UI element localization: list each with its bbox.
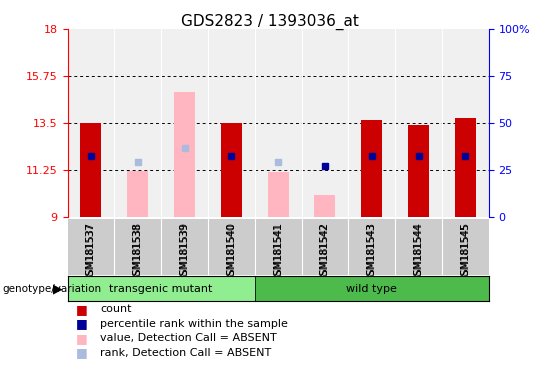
Text: GSM181541: GSM181541 bbox=[273, 222, 283, 281]
Text: percentile rank within the sample: percentile rank within the sample bbox=[100, 319, 288, 329]
Bar bbox=[68, 276, 255, 301]
Text: GSM181539: GSM181539 bbox=[179, 223, 190, 282]
Bar bbox=[268, 172, 288, 217]
Text: GSM181545: GSM181545 bbox=[460, 223, 470, 283]
Bar bbox=[361, 120, 382, 217]
Text: GSM181544: GSM181544 bbox=[414, 223, 423, 282]
Bar bbox=[127, 171, 148, 217]
Text: GSM181545: GSM181545 bbox=[460, 222, 470, 281]
Text: GDS2823 / 1393036_at: GDS2823 / 1393036_at bbox=[181, 13, 359, 30]
Text: GSM181537: GSM181537 bbox=[86, 223, 96, 283]
Bar bbox=[174, 91, 195, 217]
Text: GSM181543: GSM181543 bbox=[367, 222, 377, 281]
Text: ■: ■ bbox=[76, 332, 87, 345]
Text: wild type: wild type bbox=[346, 284, 397, 294]
Text: GSM181539: GSM181539 bbox=[179, 222, 190, 281]
Text: ■: ■ bbox=[76, 317, 87, 330]
Text: genotype/variation: genotype/variation bbox=[3, 284, 102, 294]
Text: GSM181544: GSM181544 bbox=[414, 222, 423, 281]
Text: ■: ■ bbox=[76, 346, 87, 359]
Bar bbox=[314, 195, 335, 217]
Text: GSM181538: GSM181538 bbox=[133, 222, 143, 281]
Text: GSM181541: GSM181541 bbox=[273, 223, 283, 282]
Bar bbox=[408, 125, 429, 217]
Bar bbox=[221, 123, 242, 217]
Bar bbox=[255, 276, 489, 301]
Text: GSM181538: GSM181538 bbox=[133, 223, 143, 282]
Bar bbox=[455, 118, 476, 217]
Text: value, Detection Call = ABSENT: value, Detection Call = ABSENT bbox=[100, 333, 276, 343]
Text: ■: ■ bbox=[76, 303, 87, 316]
Text: GSM181542: GSM181542 bbox=[320, 223, 330, 283]
Text: GSM181540: GSM181540 bbox=[226, 222, 237, 281]
Text: GSM181542: GSM181542 bbox=[320, 222, 330, 281]
Text: ▶: ▶ bbox=[52, 283, 62, 295]
Text: GSM181537: GSM181537 bbox=[86, 222, 96, 281]
Bar bbox=[80, 123, 102, 217]
Text: transgenic mutant: transgenic mutant bbox=[110, 284, 213, 294]
Text: count: count bbox=[100, 304, 131, 314]
Text: rank, Detection Call = ABSENT: rank, Detection Call = ABSENT bbox=[100, 348, 271, 358]
Text: GSM181543: GSM181543 bbox=[367, 223, 377, 282]
Text: GSM181540: GSM181540 bbox=[226, 223, 237, 282]
